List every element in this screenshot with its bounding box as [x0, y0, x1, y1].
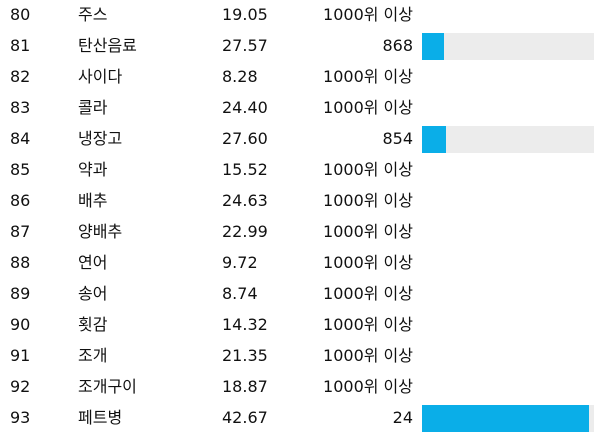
score: 8.28 — [222, 67, 258, 86]
score: 27.60 — [222, 129, 268, 148]
row-number: 92 — [10, 377, 31, 396]
row-number: 80 — [10, 5, 31, 24]
score: 27.57 — [222, 36, 268, 55]
table-row: 83 콜라 24.40 1000위 이상 — [0, 92, 594, 123]
score: 9.72 — [222, 253, 258, 272]
rank: 1000위 이상 — [323, 67, 413, 86]
row-number: 85 — [10, 160, 31, 179]
score: 8.74 — [222, 284, 258, 303]
keyword: 양배추 — [78, 222, 123, 241]
keyword: 콜라 — [78, 98, 108, 117]
table-row: 81 탄산음료 27.57 868 — [0, 30, 594, 61]
row-number: 81 — [10, 36, 31, 55]
score: 19.05 — [222, 5, 268, 24]
score: 22.99 — [222, 222, 268, 241]
rank: 1000위 이상 — [323, 315, 413, 334]
rank-bar-fill — [422, 405, 589, 432]
table-row: 88 연어 9.72 1000위 이상 — [0, 247, 594, 278]
row-number: 87 — [10, 222, 31, 241]
keyword: 배추 — [78, 191, 108, 210]
rank: 1000위 이상 — [323, 98, 413, 117]
keyword: 송어 — [78, 284, 108, 303]
table-row: 90 횟감 14.32 1000위 이상 — [0, 309, 594, 340]
keyword: 냉장고 — [78, 129, 123, 148]
keyword: 탄산음료 — [78, 36, 137, 55]
row-number: 91 — [10, 346, 31, 365]
table-row: 93 페트병 42.67 24 — [0, 402, 594, 433]
rank: 1000위 이상 — [323, 346, 413, 365]
score: 24.63 — [222, 191, 268, 210]
keyword: 페트병 — [78, 408, 123, 427]
rank-bar-track — [422, 33, 594, 60]
keyword: 조개 — [78, 346, 108, 365]
score: 42.67 — [222, 408, 268, 427]
score: 18.87 — [222, 377, 268, 396]
score: 21.35 — [222, 346, 268, 365]
rank: 868 — [382, 36, 413, 55]
row-number: 86 — [10, 191, 31, 210]
rank: 1000위 이상 — [323, 160, 413, 179]
rank: 24 — [392, 408, 413, 427]
table-row: 82 사이다 8.28 1000위 이상 — [0, 61, 594, 92]
keyword: 약과 — [78, 160, 108, 179]
table-row: 87 양배추 22.99 1000위 이상 — [0, 216, 594, 247]
rank-bar — [422, 33, 594, 60]
row-number: 90 — [10, 315, 31, 334]
rank-bar-fill — [422, 33, 445, 60]
rank: 1000위 이상 — [323, 377, 413, 396]
table-row: 91 조개 21.35 1000위 이상 — [0, 340, 594, 371]
rank: 1000위 이상 — [323, 191, 413, 210]
keyword: 조개구이 — [78, 377, 137, 396]
table-row: 86 배추 24.63 1000위 이상 — [0, 185, 594, 216]
rank: 1000위 이상 — [323, 253, 413, 272]
rank: 1000위 이상 — [323, 222, 413, 241]
table-row: 80 주스 19.05 1000위 이상 — [0, 0, 594, 30]
row-number: 88 — [10, 253, 31, 272]
keyword: 연어 — [78, 253, 108, 272]
row-number: 83 — [10, 98, 31, 117]
row-number: 82 — [10, 67, 31, 86]
score: 24.40 — [222, 98, 268, 117]
keyword: 사이다 — [78, 67, 123, 86]
table-row: 85 약과 15.52 1000위 이상 — [0, 154, 594, 185]
rank: 1000위 이상 — [323, 5, 413, 24]
rank-bar-fill — [422, 126, 447, 153]
keyword: 횟감 — [78, 315, 108, 334]
rank-bar — [422, 405, 594, 432]
rank-bar-track — [422, 126, 594, 153]
rank: 1000위 이상 — [323, 284, 413, 303]
row-number: 84 — [10, 129, 31, 148]
table-row: 92 조개구이 18.87 1000위 이상 — [0, 371, 594, 402]
score: 15.52 — [222, 160, 268, 179]
row-number: 93 — [10, 408, 31, 427]
table-row: 89 송어 8.74 1000위 이상 — [0, 278, 594, 309]
row-number: 89 — [10, 284, 31, 303]
table-row: 84 냉장고 27.60 854 — [0, 123, 594, 154]
score: 14.32 — [222, 315, 268, 334]
rank: 854 — [382, 129, 413, 148]
keyword: 주스 — [78, 5, 108, 24]
rank-bar — [422, 126, 594, 153]
